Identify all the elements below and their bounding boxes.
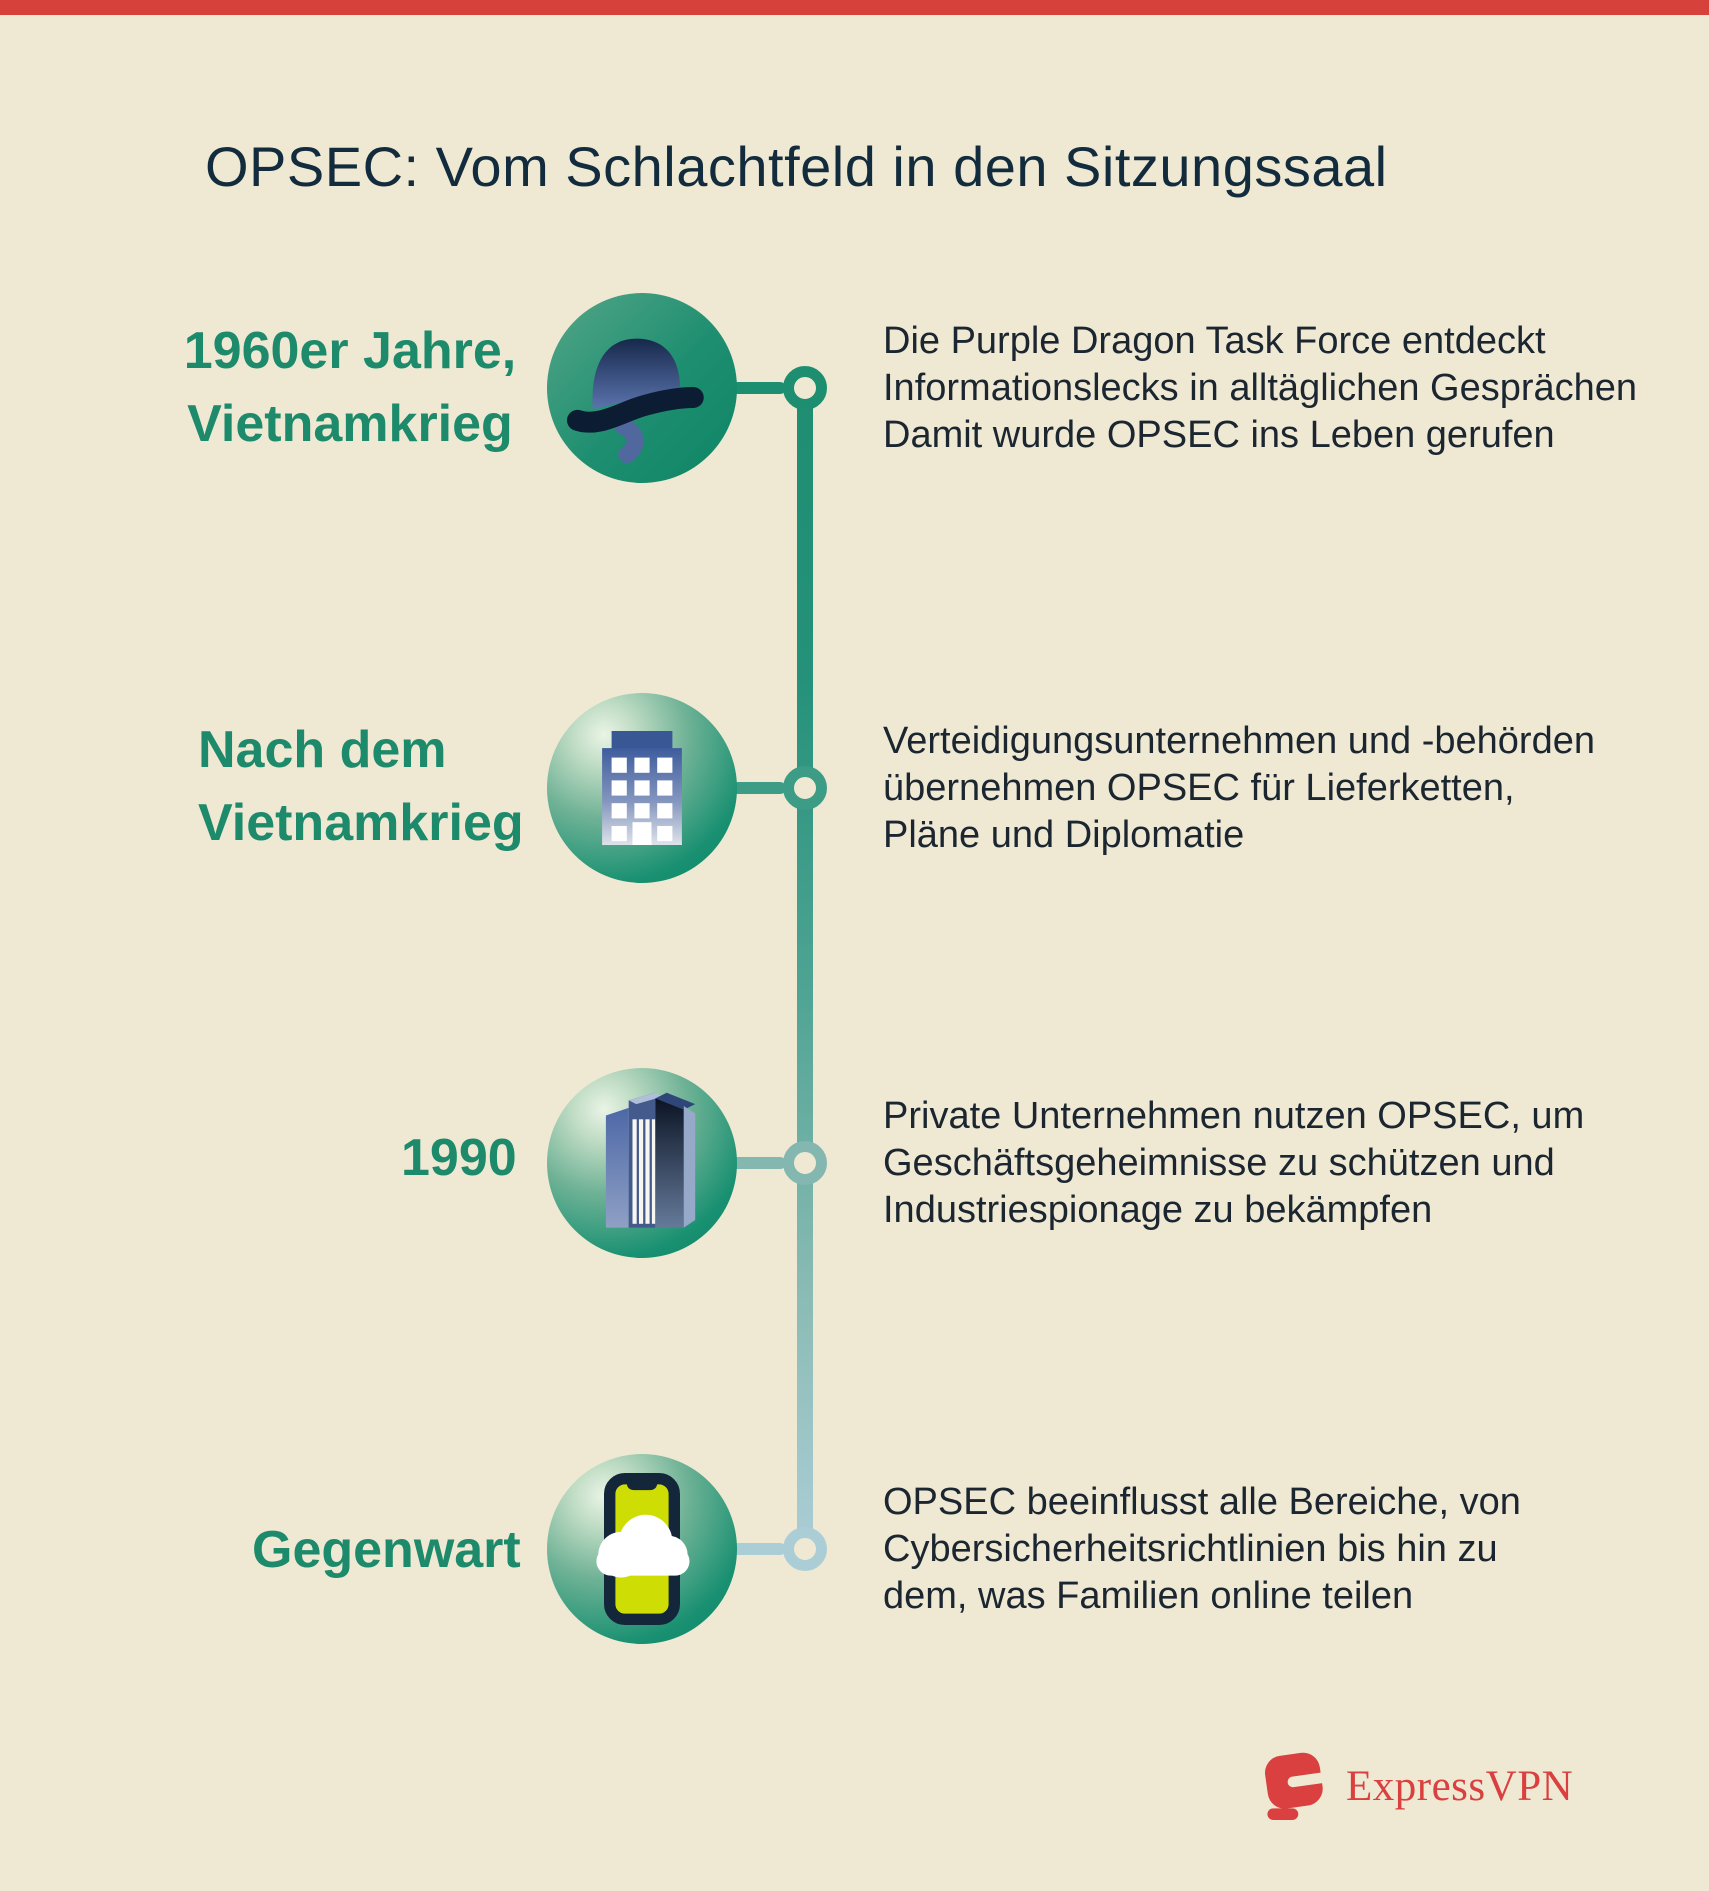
timeline-node-ring	[783, 1141, 827, 1185]
timeline-label-1960s: 1960er Jahre, Vietnamkrieg	[183, 322, 517, 453]
skyscraper-icon	[605, 1092, 696, 1228]
timeline-node-ring	[783, 766, 827, 810]
timeline-vertical-line	[797, 388, 813, 1549]
timeline-connector	[732, 382, 786, 394]
brand-name: ExpressVPN	[1346, 1762, 1574, 1810]
timeline-label-present: Gegenwart	[252, 1521, 521, 1579]
timeline-description: Verteidigungsunternehmen und -behörden ü…	[883, 720, 1595, 856]
timeline-label-post-vietnam: Nach dem Vietnamkrieg	[198, 721, 524, 852]
timeline-description: OPSEC beeinflusst alle Bereiche, von Cyb…	[883, 1481, 1521, 1617]
office-building-icon	[602, 731, 682, 845]
timeline-node-ring	[783, 1527, 827, 1571]
timeline-icon-circle	[547, 293, 737, 483]
helmet-icon	[566, 338, 704, 464]
accent-top-bar	[0, 0, 1709, 15]
timeline-description: Private Unternehmen nutzen OPSEC, um Ges…	[883, 1095, 1585, 1231]
brand-lockup: ExpressVPN	[1262, 1752, 1573, 1820]
timeline-description: Die Purple Dragon Task Force entdeckt In…	[883, 320, 1638, 456]
timeline-icon-circle	[547, 1454, 737, 1644]
phone-cloud-icon	[596, 1473, 690, 1625]
timeline-connector	[732, 782, 786, 794]
timeline-node-ring	[783, 366, 827, 410]
timeline-icon-circle	[547, 1068, 737, 1258]
timeline-connector	[732, 1157, 786, 1169]
timeline-icon-circle	[547, 693, 737, 883]
expressvpn-logo-icon	[1264, 1752, 1326, 1820]
timeline-label-1990: 1990	[401, 1129, 517, 1187]
timeline-connector	[732, 1543, 786, 1555]
page-title: OPSEC: Vom Schlachtfeld in den Sitzungss…	[205, 134, 1388, 198]
